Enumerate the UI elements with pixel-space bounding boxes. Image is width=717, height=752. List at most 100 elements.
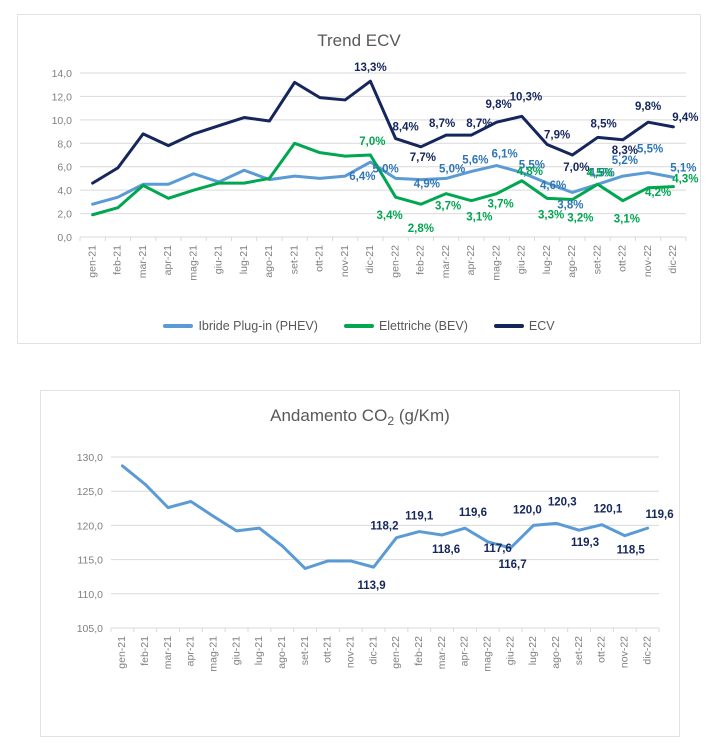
y-axis-tick-label: 6,0 [57,162,72,174]
x-axis-tick-label: lug-22 [527,636,539,665]
data-label: 3,3% [538,209,564,221]
data-label: 3,4% [377,210,403,222]
data-label: 116,7 [499,559,527,571]
data-label: 119,6 [459,507,487,519]
data-label: 3,1% [466,212,492,224]
data-label: 5,5% [519,160,545,172]
x-axis-tick-label: mar-22 [440,245,452,278]
data-label: 13,3% [354,62,387,74]
chart2-title-subscript: 2 [387,413,395,428]
series-line-0 [120,464,650,570]
legend-item-ecv[interactable]: ECV [493,319,555,333]
y-axis-tick-label: 2,0 [57,209,72,221]
data-label: 9,8% [635,101,661,113]
legend-label-phev: Ibride Plug-in (PHEV) [198,319,318,333]
legend-item-phev[interactable]: Ibride Plug-in (PHEV) [163,319,318,333]
data-label: 119,1 [405,511,434,523]
x-axis-tick-label: gen-21 [86,245,98,278]
y-axis-tick-label: 4,0 [57,185,72,197]
data-label: 3,7% [435,201,461,213]
legend-swatch-bev [343,324,374,328]
x-axis-tick-label: gen-22 [390,636,402,669]
x-axis-tick-label: mag-21 [208,636,220,672]
data-label: 8,4% [393,122,419,134]
series-line-2 [91,79,675,185]
y-axis-tick-label: 105,0 [77,623,103,635]
x-axis-tick-label: nov-22 [619,636,631,668]
x-axis-tick-label: feb-22 [413,636,425,666]
y-axis-tick-label: 130,0 [77,452,103,464]
x-axis-tick-label: set-22 [591,245,603,274]
x-axis-tick-label: apr-22 [459,636,471,667]
x-axis-tick-label: lug-21 [238,245,250,274]
data-label: 5,0% [373,163,399,175]
x-axis-tick-label: ott-21 [314,245,326,272]
x-axis-tick-label: ago-22 [566,245,578,278]
data-label: 119,3 [571,537,599,549]
x-axis-tick-label: mag-22 [482,636,494,672]
chart2-title-prefix: Andamento CO [270,406,388,425]
legend-swatch-phev [163,324,194,328]
y-axis-tick-label: 8,0 [57,138,72,150]
data-label: 3,2% [567,213,593,225]
data-label: 3,7% [488,199,514,211]
data-label: 118,6 [432,544,460,556]
x-axis-tick-label: giu-21 [230,636,242,665]
x-axis-tick-label: ott-21 [322,636,334,663]
data-label: 4,5% [589,167,615,179]
x-axis-tick-label: ott-22 [596,636,608,663]
x-axis-tick-label: mar-21 [137,245,149,278]
x-axis-tick-label: apr-21 [185,636,197,667]
x-axis-tick-label: ago-21 [263,245,275,278]
y-axis-tick-label: 120,0 [77,520,103,532]
data-label: 2,8% [408,223,434,235]
trend-ecv-chart-svg: 0,02,04,06,08,010,012,014,06,4%5,0%4,9%5… [52,62,699,281]
data-label: 5,6% [462,154,488,166]
x-axis-tick-label: gen-21 [116,636,128,669]
x-axis-tick-label: lug-22 [541,245,553,274]
x-axis-tick-label: feb-22 [415,245,427,275]
x-axis-tick-label: mag-22 [490,245,502,281]
trend-ecv-chart-card: Trend ECV 0,0 2,0 4,0 6,0 8,0 10,0 12,0 14,0 6,4… [17,14,701,344]
data-label: 4,8% [517,166,543,178]
chart1-legend: Ibride Plug-in (PHEV) Elettriche (BEV) E… [18,319,700,333]
x-axis-tick-label: lug-21 [253,636,265,665]
chart2-title-suffix: (g/Km) [394,406,450,425]
x-axis-tick-label: set-21 [299,636,311,665]
data-label: 119,6 [646,509,674,521]
data-label: 6,4% [349,171,375,183]
andamento-co2-chart-card: Andamento CO2 (g/Km) 105,0 110,0 115,0 120,… [40,390,680,737]
data-label: 113,9 [358,580,386,592]
y-axis-tick-label: 12,0 [52,91,73,103]
data-label: 5,1% [670,162,696,174]
data-label: 118,5 [617,545,646,557]
x-axis-tick-label: nov-21 [345,636,357,668]
y-axis-tick-label: 110,0 [78,589,104,601]
x-axis-tick-label: ago-21 [276,636,288,669]
data-label: 117,6 [484,543,512,555]
data-label: 7,0% [359,136,385,148]
series-line-0 [91,160,675,206]
data-label: 8,7% [466,118,492,130]
y-axis-tick-label: 125,0 [77,486,103,498]
legend-label-bev: Elettriche (BEV) [378,319,468,333]
data-label: 7,9% [544,129,570,141]
x-axis-tick-label: nov-22 [642,245,654,277]
x-axis-tick-label: dic-22 [641,636,653,665]
legend-item-bev[interactable]: Elettriche (BEV) [343,319,468,333]
x-axis-tick-label: dic-21 [367,636,379,665]
data-label: 9,4% [672,112,698,124]
data-label: 120,1 [594,504,623,516]
data-label: 4,9% [414,179,440,191]
y-axis-tick-label: 10,0 [52,115,73,127]
chart2-title: Andamento CO2 (g/Km) [41,406,679,428]
x-axis-tick-label: ott-22 [617,245,629,272]
data-label: 3,8% [557,199,583,211]
y-axis-tick-label: 115,0 [78,555,104,567]
x-axis-tick-label: set-22 [573,636,585,665]
x-axis-tick-label: giu-22 [504,636,516,665]
x-axis-tick-label: giu-21 [213,245,225,274]
data-label: 4,3% [672,174,698,186]
data-label: 4,2% [645,187,671,199]
data-label: 5,0% [439,163,465,175]
